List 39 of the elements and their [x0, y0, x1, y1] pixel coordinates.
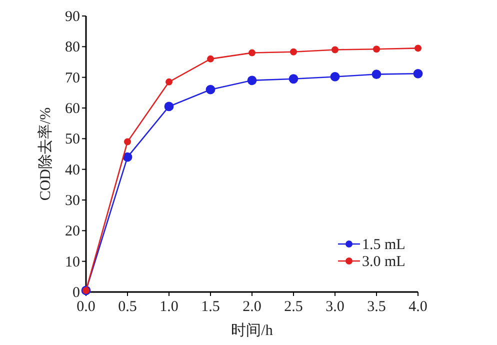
y-tick-label: 80	[65, 40, 80, 56]
y-tick-label: 10	[65, 254, 80, 270]
y-tick-label: 60	[65, 101, 80, 117]
point	[332, 46, 338, 54]
x-axis-title: 时间/h	[231, 322, 274, 339]
point	[247, 76, 257, 86]
y-tick-label: 0	[72, 285, 80, 301]
point	[372, 70, 382, 79]
y-axis-title: COD除去率/%	[37, 107, 54, 201]
x-tick-label: 2.5	[284, 299, 303, 315]
point	[413, 68, 423, 78]
x-tick-label: 2.0	[242, 299, 262, 315]
point	[290, 48, 297, 56]
point	[164, 102, 174, 112]
point	[166, 78, 172, 86]
point	[288, 74, 298, 84]
y-tick-label: 70	[65, 70, 80, 86]
x-tick-label: 1.0	[160, 299, 178, 315]
point	[207, 55, 214, 62]
legend-label: 3.0 mL	[362, 254, 406, 270]
y-tick-label: 90	[65, 9, 80, 25]
point	[124, 138, 131, 146]
x-tick-label: 3.0	[326, 299, 344, 315]
point	[248, 49, 256, 56]
y-tick-label: 20	[65, 224, 80, 240]
x-tick-label: 4.0	[408, 299, 428, 315]
y-tick-label: 50	[65, 132, 80, 148]
y-tick-label: 40	[65, 162, 80, 178]
x-tick-label: 0.0	[76, 299, 96, 315]
point	[330, 72, 340, 82]
point	[414, 44, 422, 52]
y-tick-label: 30	[65, 193, 80, 209]
x-tick-label: 0.5	[118, 299, 137, 315]
x-tick-label: 3.5	[367, 299, 386, 315]
point	[206, 84, 216, 94]
point	[373, 46, 380, 53]
legend-label: 1.5 mL	[362, 237, 406, 253]
x-tick-label: 1.5	[201, 299, 220, 315]
point	[122, 152, 132, 162]
